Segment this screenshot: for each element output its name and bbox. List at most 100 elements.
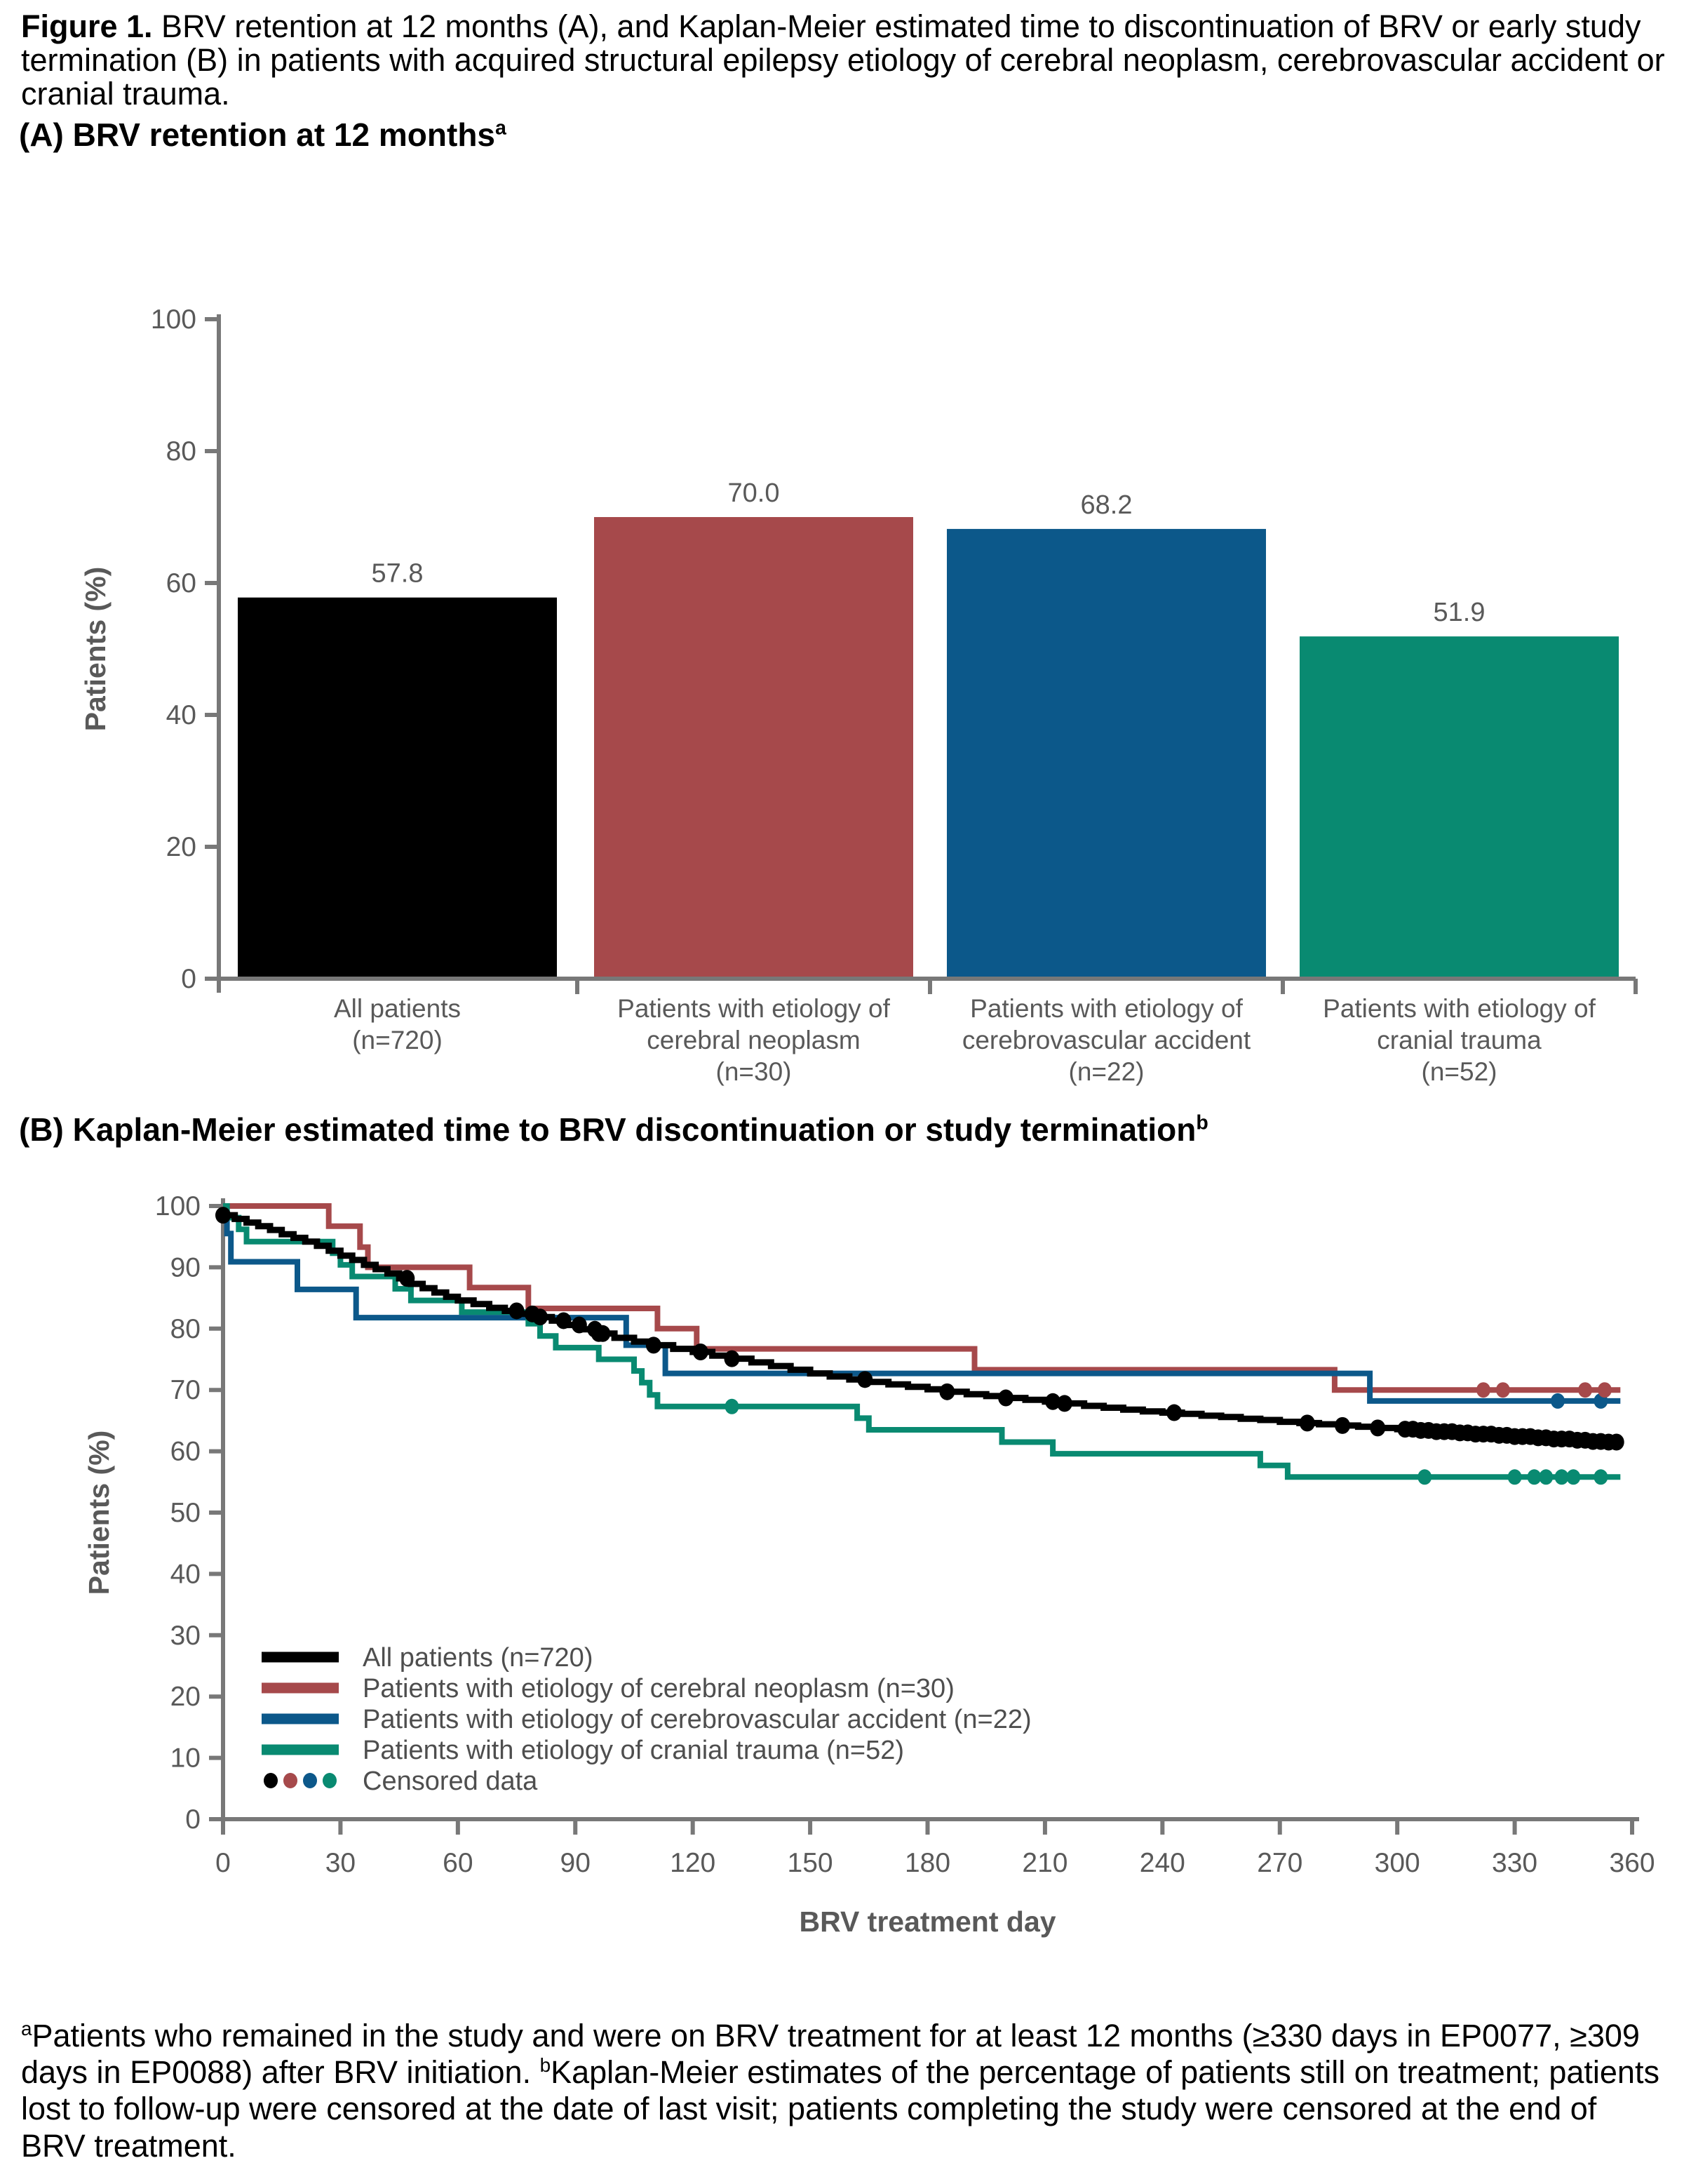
censored-marker: [724, 1350, 740, 1367]
bar-category-label: (n=22): [1069, 1057, 1145, 1086]
y-axis-tick-label: 20: [170, 1682, 201, 1712]
km-series-cerebrovascular-accident: [223, 1203, 1621, 1404]
bar-category-label: Patients with etiology of: [617, 994, 890, 1023]
legend-censored-dot: [283, 1773, 297, 1788]
y-axis-tick-label: 80: [166, 436, 196, 467]
censored-marker: [1566, 1469, 1581, 1485]
censored-marker: [1476, 1382, 1490, 1398]
y-axis-title: Patients (%): [79, 567, 112, 732]
panel-b-heading-sup: b: [1196, 1111, 1208, 1134]
bar-category-label: (n=52): [1422, 1057, 1497, 1086]
x-axis-tick-label: 90: [560, 1848, 591, 1878]
y-axis-tick-label: 20: [166, 832, 196, 862]
bar-category-label: cranial trauma: [1377, 1026, 1542, 1054]
y-axis-tick-label: 0: [181, 964, 196, 994]
bar-value-label: 51.9: [1434, 598, 1486, 627]
legend-censored-dot: [303, 1773, 317, 1788]
censored-marker: [1299, 1414, 1315, 1432]
censored-marker: [1166, 1404, 1183, 1421]
censored-marker: [571, 1316, 587, 1334]
km-series-cerebral-neoplasm: [223, 1203, 1621, 1393]
y-axis-tick-label: 50: [170, 1498, 201, 1528]
legend-label: All patients (n=720): [363, 1643, 593, 1673]
panel-b-heading: (B) Kaplan-Meier estimated time to BRV d…: [19, 1111, 1208, 1148]
bar-all-patients: [238, 597, 557, 979]
y-axis-tick-label: 80: [170, 1314, 201, 1344]
bar-category-label: (n=30): [716, 1057, 792, 1086]
panel-a-heading-text: (A) BRV retention at 12 months: [19, 116, 495, 153]
censored-marker: [998, 1389, 1014, 1407]
censored-marker: [532, 1308, 548, 1326]
footnote-sup-a: a: [21, 2018, 32, 2039]
censored-marker: [692, 1344, 708, 1361]
bar-value-label: 57.8: [372, 559, 424, 589]
censored-marker: [1507, 1469, 1522, 1485]
censored-marker: [1495, 1382, 1510, 1398]
censored-marker: [857, 1371, 873, 1388]
bar-category-3: [1300, 636, 1619, 979]
bar-category-label: Patients with etiology of: [1323, 994, 1596, 1023]
y-axis-tick-label: 40: [166, 700, 196, 730]
bar-category-label: (n=720): [352, 1026, 443, 1054]
legend-censored-dot: [323, 1773, 337, 1788]
x-axis-tick-label: 300: [1375, 1848, 1420, 1878]
figure-caption-number: Figure 1.: [21, 8, 153, 44]
y-axis-tick-label: 60: [170, 1437, 201, 1467]
y-axis-tick-label: 10: [170, 1743, 201, 1774]
censored-marker: [508, 1302, 525, 1320]
censored-marker: [215, 1207, 231, 1224]
censored-marker: [555, 1312, 572, 1329]
km-series-all-patients: [223, 1212, 1624, 1445]
bar-chart-brv-retention: 57.8 All patients (n=720) 70.0 Patients with…: [79, 304, 1638, 1086]
y-axis-tick-label: 0: [185, 1804, 201, 1835]
panel-b-heading-text: (B) Kaplan-Meier estimated time to BRV d…: [19, 1111, 1197, 1148]
x-axis-tick-label: 120: [670, 1848, 715, 1878]
censored-marker: [1370, 1419, 1386, 1437]
x-axis-tick-label: 60: [443, 1848, 473, 1878]
figure-caption: Figure 1. BRV retention at 12 months (A)…: [21, 8, 1669, 112]
censored-marker: [1335, 1416, 1351, 1434]
legend-label: Patients with etiology of cerebrovascula…: [363, 1705, 1032, 1734]
censored-marker: [1594, 1469, 1608, 1485]
x-axis-tick-label: 30: [325, 1848, 356, 1878]
y-axis-title: Patients (%): [83, 1431, 115, 1595]
footnote-text-a: Patients who remained in the study and w…: [21, 2018, 1640, 2091]
footnote-sup-b: b: [539, 2054, 551, 2077]
kaplan-meier-chart: 0 10 20 30 40 50 60 70 80 90 100 0 30 60 90 120 150 180 21…: [83, 1191, 1655, 1938]
y-axis-tick-label: 70: [170, 1375, 201, 1405]
censored-marker: [1527, 1469, 1542, 1485]
y-axis-tick-label: 100: [155, 1191, 201, 1221]
legend-label: Patients with etiology of cranial trauma…: [363, 1736, 904, 1765]
censored-marker: [1554, 1469, 1569, 1485]
censored-marker: [595, 1325, 611, 1342]
censored-marker: [399, 1270, 415, 1287]
y-axis-tick-label: 40: [170, 1559, 201, 1589]
y-axis-tick-label: 30: [170, 1621, 201, 1651]
bar-value-label: 70.0: [728, 478, 780, 508]
bar-category-label: Patients with etiology of: [970, 994, 1243, 1023]
x-axis-tick-label: 150: [788, 1848, 833, 1878]
censored-marker: [645, 1336, 661, 1354]
legend-censored-dot: [264, 1773, 278, 1788]
x-axis-tick-label: 330: [1492, 1848, 1537, 1878]
legend-censored-label: Censored data: [363, 1767, 538, 1796]
bar-category-label: All patients: [334, 994, 461, 1023]
x-axis-tick-label: 210: [1022, 1848, 1067, 1878]
x-axis-tick-label: 240: [1140, 1848, 1185, 1878]
x-axis-title: BRV treatment day: [799, 1905, 1056, 1938]
censored-marker: [1056, 1395, 1072, 1412]
x-axis-tick-label: 0: [215, 1848, 231, 1878]
y-axis-tick-label: 100: [151, 304, 196, 335]
x-axis-tick-label: 270: [1257, 1848, 1302, 1878]
legend-label: Patients with etiology of cerebral neopl…: [363, 1674, 955, 1703]
bar-value-label: 68.2: [1081, 490, 1133, 520]
censored-marker: [1045, 1393, 1061, 1410]
bar-category-2: [947, 528, 1266, 979]
x-axis-tick-label: 360: [1609, 1848, 1655, 1878]
bar-category-label: cerebral neoplasm: [647, 1026, 860, 1054]
censored-marker: [1578, 1382, 1593, 1398]
figure-caption-text: BRV retention at 12 months (A), and Kapl…: [21, 8, 1665, 112]
panel-a-heading-sup: a: [495, 116, 506, 140]
footnote-text-b: Kaplan-Meier estimates of the percentage…: [21, 2054, 1659, 2164]
